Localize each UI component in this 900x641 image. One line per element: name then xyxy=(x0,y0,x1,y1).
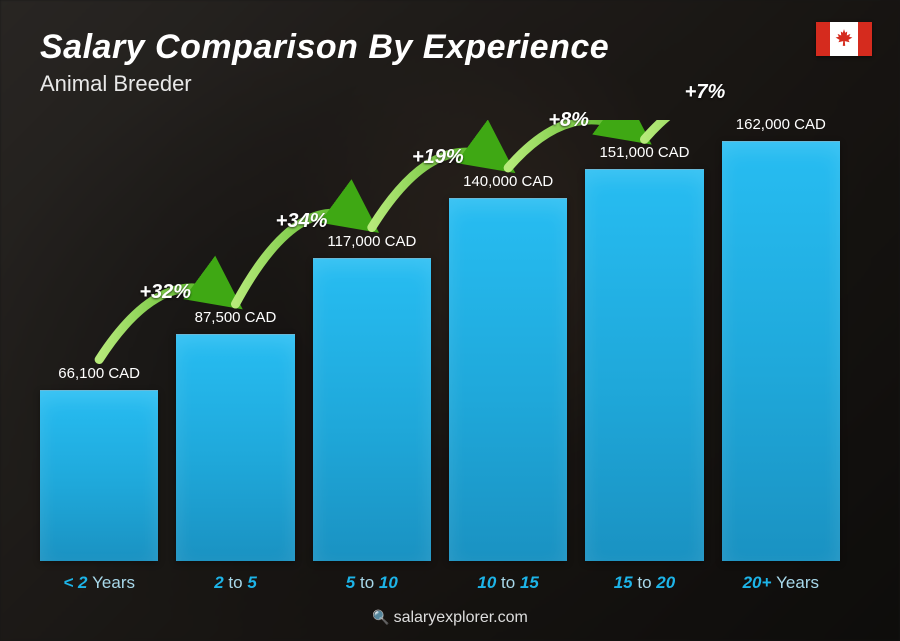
growth-pct-label: +32% xyxy=(139,281,191,304)
bar-slot: 66,100 CAD xyxy=(40,365,158,561)
flag-band-left xyxy=(816,22,830,56)
growth-pct-label: +8% xyxy=(548,109,589,132)
bar-slot: 117,000 CAD xyxy=(313,233,431,562)
bar-slot: 162,000 CAD xyxy=(722,116,840,561)
page-subtitle: Animal Breeder xyxy=(40,71,860,97)
bar-chart: 66,100 CAD 87,500 CAD 117,000 CAD 140,000 C… xyxy=(40,120,840,561)
bar xyxy=(313,258,431,562)
x-axis-label: 20+ Years xyxy=(722,573,840,593)
growth-pct-label: +34% xyxy=(276,210,328,233)
growth-pct-label: +7% xyxy=(685,81,726,104)
site-credit: 🔍 salaryexplorer.com xyxy=(0,609,900,627)
maple-leaf-icon xyxy=(834,28,854,51)
x-axis-label: < 2 Years xyxy=(40,573,158,593)
bar-value-label: 140,000 CAD xyxy=(463,173,553,190)
growth-pct-label: +19% xyxy=(412,146,464,169)
x-axis-labels: < 2 Years 2 to 5 5 to 10 10 to 15 15 to 20 20… xyxy=(40,573,840,593)
flag-band-right xyxy=(858,22,872,56)
bar-value-label: 162,000 CAD xyxy=(736,116,826,133)
bar xyxy=(722,141,840,561)
bar-value-label: 151,000 CAD xyxy=(599,144,689,161)
flag-canada xyxy=(816,22,872,56)
bar xyxy=(585,169,703,561)
bar-slot: 151,000 CAD xyxy=(585,144,703,561)
bar-value-label: 66,100 CAD xyxy=(58,365,140,382)
bars-container: 66,100 CAD 87,500 CAD 117,000 CAD 140,000 C… xyxy=(40,120,840,561)
bar xyxy=(40,390,158,561)
bar xyxy=(449,198,567,561)
bar-value-label: 117,000 CAD xyxy=(327,233,416,250)
x-axis-label: 15 to 20 xyxy=(585,573,703,593)
bar xyxy=(176,334,294,561)
page-title: Salary Comparison By Experience xyxy=(40,28,860,67)
site-url: salaryexplorer.com xyxy=(394,609,528,626)
x-axis-label: 10 to 15 xyxy=(449,573,567,593)
bar-slot: 87,500 CAD xyxy=(176,309,294,561)
x-axis-label: 5 to 10 xyxy=(313,573,431,593)
search-icon: 🔍 xyxy=(372,609,389,625)
x-axis-label: 2 to 5 xyxy=(176,573,294,593)
bar-value-label: 87,500 CAD xyxy=(195,309,277,326)
bar-slot: 140,000 CAD xyxy=(449,173,567,561)
content-area: Salary Comparison By Experience Animal B… xyxy=(0,0,900,641)
